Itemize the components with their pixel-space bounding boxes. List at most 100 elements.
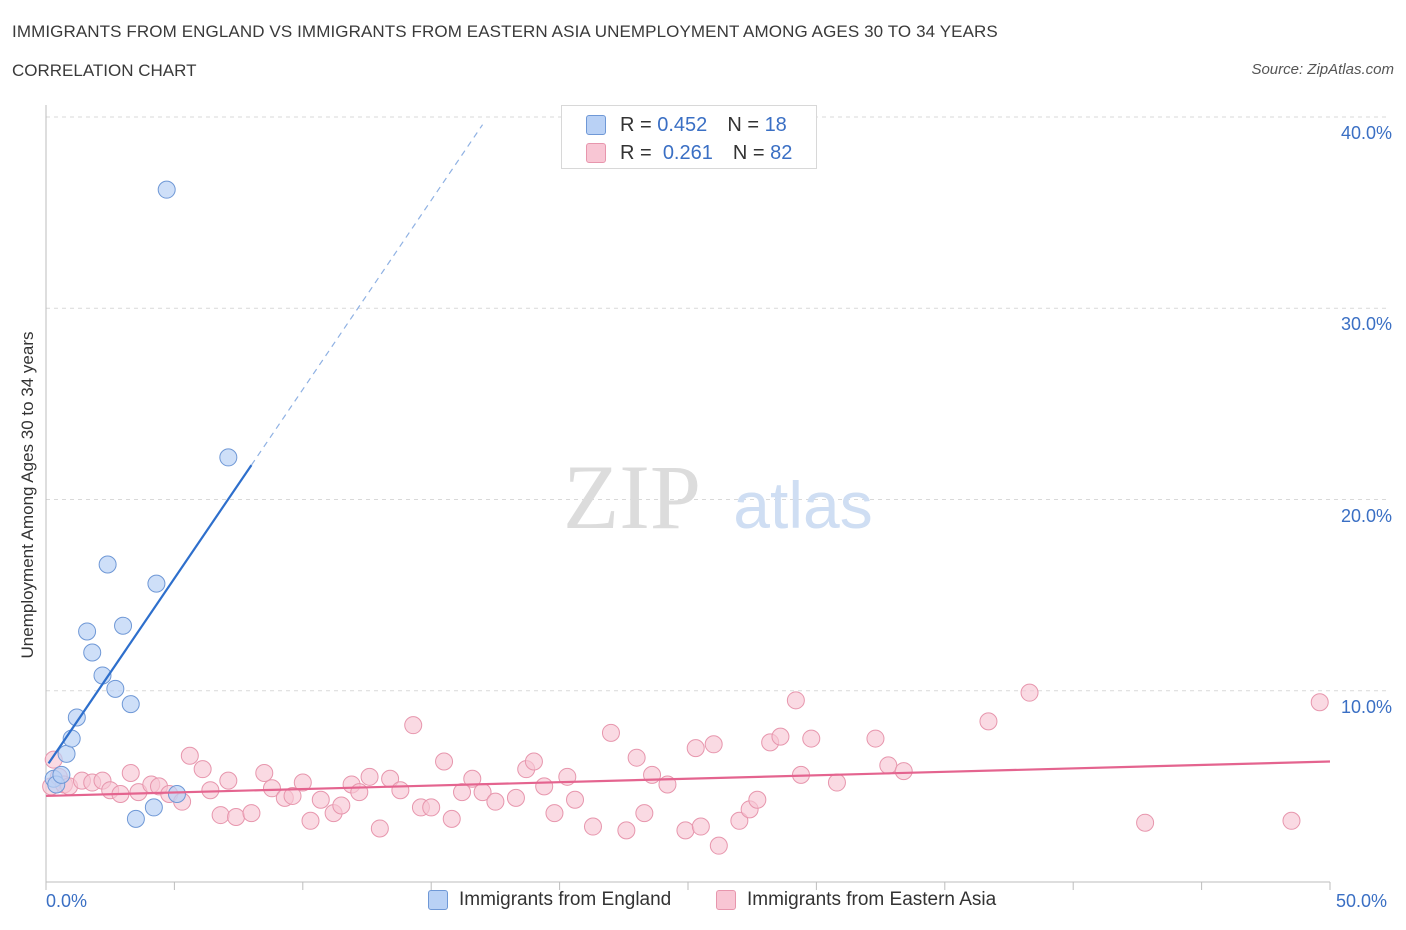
watermark-zip: ZIP — [563, 446, 701, 548]
england-point — [126, 809, 145, 828]
asia-point — [360, 767, 379, 786]
asia-point — [242, 804, 261, 823]
bottom-legend-england: Immigrants from England — [428, 889, 671, 911]
asia-point — [301, 811, 320, 830]
england-point — [121, 695, 140, 714]
correlation-legend: R = 0.452 N = 18 R = 0.261 N = 82 — [561, 105, 817, 169]
asia-series — [42, 683, 1329, 855]
asia-point — [193, 760, 212, 779]
legend-swatch-asia — [586, 143, 606, 163]
england-point — [78, 622, 97, 641]
asia-point — [350, 783, 369, 802]
asia-point — [227, 807, 246, 826]
legend-r-label: R = — [620, 141, 652, 164]
asia-point — [293, 773, 312, 792]
england-point — [157, 180, 176, 199]
asia-point — [635, 804, 654, 823]
legend-n-value-asia: 82 — [770, 141, 793, 164]
asia-point — [422, 798, 441, 817]
asia-point — [583, 817, 602, 836]
asia-point — [391, 781, 410, 800]
england-point — [57, 744, 76, 763]
legend-r-value-england: 0.452 — [657, 113, 708, 136]
asia-point — [435, 752, 454, 771]
england-point — [67, 708, 86, 727]
asia-point — [691, 817, 710, 836]
axes — [45, 105, 1331, 890]
source-label: Source: ZipAtlas.com — [1251, 61, 1394, 78]
asia-point — [332, 796, 351, 815]
asia-point — [771, 727, 790, 746]
bottom-legend-swatch-england — [428, 890, 448, 910]
y-tick-label: 10.0% — [1340, 696, 1392, 717]
asia-point — [255, 763, 274, 782]
asia-trend-line — [45, 760, 1331, 798]
asia-point — [1136, 813, 1155, 832]
legend-n-value-england: 18 — [764, 113, 787, 136]
asia-point — [709, 836, 728, 855]
england-point — [98, 555, 117, 574]
asia-point — [704, 735, 723, 754]
england-trend-line — [47, 464, 253, 765]
asia-point — [617, 821, 636, 840]
legend-n-label: N = — [732, 141, 765, 164]
asia-point — [506, 788, 525, 807]
england-point — [114, 616, 133, 635]
asia-point — [463, 769, 482, 788]
x-tick-min: 0.0% — [46, 891, 88, 911]
x-tick-max: 50.0% — [1336, 891, 1388, 911]
asia-point — [1282, 811, 1301, 830]
asia-point — [535, 777, 554, 796]
watermark-atlas: atlas — [733, 468, 872, 542]
trend-lines — [45, 124, 1331, 798]
asia-point — [979, 712, 998, 731]
asia-point — [730, 811, 749, 830]
asia-point — [1310, 693, 1329, 712]
asia-point — [486, 792, 505, 811]
chart-title: IMMIGRANTS FROM ENGLAND VS IMMIGRANTS FR… — [12, 22, 998, 41]
watermark: ZIP atlas — [563, 446, 873, 548]
bottom-legend-swatch-asia — [716, 890, 736, 910]
asia-point — [524, 752, 543, 771]
england-point — [167, 785, 186, 804]
legend-r-value-asia: 0.261 — [662, 141, 713, 164]
legend-swatch-england — [586, 115, 606, 135]
y-tick-label: 40.0% — [1340, 123, 1392, 143]
bottom-legend-label-england: Immigrants from England — [459, 889, 672, 910]
asia-point — [676, 821, 695, 840]
asia-point — [211, 806, 230, 825]
bottom-legend-label-asia: Immigrants from Eastern Asia — [747, 889, 997, 910]
bottom-legend-asia: Immigrants from Eastern Asia — [716, 889, 996, 911]
legend-r-label: R = — [620, 113, 652, 136]
asia-point — [827, 773, 846, 792]
asia-point — [404, 716, 423, 735]
asia-point — [566, 790, 585, 809]
asia-point — [219, 771, 238, 790]
asia-point — [262, 779, 281, 798]
y-tick-label: 30.0% — [1340, 314, 1392, 335]
asia-point — [283, 786, 302, 805]
england-series — [44, 180, 238, 828]
asia-point — [686, 739, 705, 758]
england-point — [219, 448, 238, 467]
asia-point — [1020, 683, 1039, 702]
asia-point — [866, 729, 885, 748]
asia-point — [894, 762, 913, 781]
legend-n-label: N = — [727, 113, 759, 136]
asia-point — [802, 729, 821, 748]
england-point — [147, 574, 166, 593]
asia-point — [370, 819, 389, 838]
gridlines — [46, 116, 1390, 692]
asia-point — [311, 790, 330, 809]
asia-point — [748, 790, 767, 809]
asia-point — [879, 756, 898, 775]
england-point — [106, 679, 125, 698]
legend-row-england: R = 0.452 N = 18 — [586, 113, 787, 137]
asia-point — [601, 723, 620, 742]
asia-point — [786, 691, 805, 710]
asia-point — [201, 781, 220, 800]
legend-row-asia: R = 0.261 N = 82 — [586, 141, 792, 165]
asia-point — [180, 746, 199, 765]
england-point — [144, 798, 163, 817]
